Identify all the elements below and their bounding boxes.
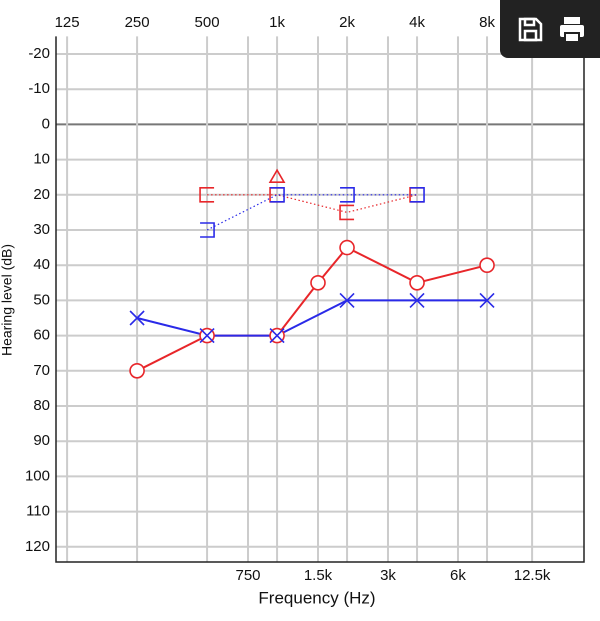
y-axis-label: Hearing level (dB) <box>0 244 15 356</box>
marker <box>479 292 495 308</box>
x-tick-label: 1.5k <box>304 567 333 584</box>
plot-border <box>55 36 585 563</box>
series-line <box>207 194 418 214</box>
series-line <box>136 299 488 337</box>
y-tick-label: 80 <box>33 397 50 414</box>
save-button[interactable] <box>518 17 543 42</box>
y-tick-label: 20 <box>33 186 50 203</box>
y-tick-label: -20 <box>28 45 50 62</box>
y-tick-label: 0 <box>42 115 50 132</box>
toolbar-icons <box>518 17 584 43</box>
marker <box>479 257 495 274</box>
marker <box>339 239 355 256</box>
y-tick-label: 90 <box>33 432 50 449</box>
marker <box>200 222 215 238</box>
x-tick-label: 750 <box>235 567 260 584</box>
marker <box>270 187 285 203</box>
x-tick-label: 2k <box>339 14 355 31</box>
y-tick-label: -10 <box>28 80 50 97</box>
y-tick-label: 110 <box>26 503 50 520</box>
y-tick-label: 40 <box>33 256 50 273</box>
print-button[interactable] <box>560 17 584 43</box>
marker <box>410 187 425 203</box>
marker <box>340 187 355 203</box>
x-axis-label: Frequency (Hz) <box>258 588 375 607</box>
toolbar <box>500 0 600 58</box>
x-tick-label: 12.5k <box>514 567 551 584</box>
x-tick-label: 1k <box>269 14 285 31</box>
marker <box>268 168 286 183</box>
x-tick-label: 3k <box>380 567 396 584</box>
y-tick-label: 30 <box>33 221 50 238</box>
marker <box>129 362 145 379</box>
y-tick-label: 120 <box>25 538 50 555</box>
marker <box>339 204 355 221</box>
y-tick-label: 10 <box>33 151 50 168</box>
marker <box>409 292 425 308</box>
marker <box>199 187 215 203</box>
x-tick-label: 500 <box>195 14 220 31</box>
y-tick-label: 100 <box>25 467 50 484</box>
marker <box>269 328 285 344</box>
marker <box>310 274 326 291</box>
x-tick-label: 8k <box>479 14 495 31</box>
marker <box>199 328 215 344</box>
y-tick-label: 50 <box>33 291 50 308</box>
y-tick-label: 70 <box>33 362 50 379</box>
x-tick-label: 4k <box>409 14 425 31</box>
series-line <box>206 194 418 231</box>
marker <box>129 310 145 326</box>
x-tick-label: 6k <box>450 567 466 584</box>
y-tick-label: 60 <box>33 327 50 344</box>
marker <box>339 292 355 308</box>
x-tick-label: 250 <box>125 14 150 31</box>
marker <box>409 274 425 291</box>
x-tick-label: 125 <box>55 14 80 31</box>
